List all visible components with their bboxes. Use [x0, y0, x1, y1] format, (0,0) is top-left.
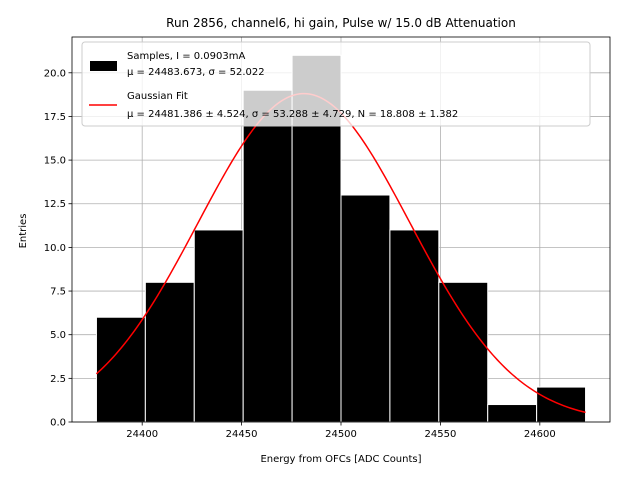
histogram-bar: [193, 229, 244, 423]
legend: Samples, I = 0.0903mA μ = 24483.673, σ =…: [81, 41, 591, 127]
x-tick-label: 24550: [425, 429, 457, 440]
y-tick-label: 17.5: [44, 112, 66, 123]
chart-title: Run 2856, channel6, hi gain, Pulse w/ 15…: [166, 16, 516, 30]
legend-fit-stats: μ = 24481.386 ± 4.524, σ = 53.288 ± 4.72…: [127, 109, 458, 120]
histogram-bar: [242, 89, 293, 423]
histogram-bars: [95, 54, 587, 423]
histogram-bar: [389, 229, 440, 423]
legend-samples-stats: μ = 24483.673, σ = 52.022: [127, 67, 265, 78]
x-axis-label: Energy from OFCs [ADC Counts]: [260, 454, 421, 465]
histogram-bar: [438, 281, 489, 423]
y-tick-label: 10.0: [44, 243, 66, 254]
y-axis-label: Entries: [18, 214, 29, 249]
y-tick-label: 5.0: [50, 330, 66, 341]
histogram-bar: [340, 194, 391, 423]
histogram-bar: [144, 281, 195, 423]
x-axis-ticks: 24400 24450 24500 24550 24600: [126, 422, 556, 440]
histogram-bar: [95, 316, 146, 423]
y-axis-ticks: 0.0 2.5 5.0 7.5 10.0 12.5 15.0 17.5 20.0: [44, 68, 72, 429]
x-tick-label: 24600: [524, 429, 556, 440]
legend-samples-swatch: [90, 61, 117, 71]
y-tick-label: 15.0: [44, 156, 66, 167]
x-tick-label: 24400: [126, 429, 158, 440]
y-tick-label: 7.5: [50, 287, 66, 298]
y-tick-label: 2.5: [50, 374, 66, 385]
x-tick-label: 24500: [325, 429, 357, 440]
y-tick-label: 0.0: [50, 418, 66, 429]
legend-fit-label: Gaussian Fit: [127, 91, 188, 102]
histogram-bar: [487, 404, 538, 423]
legend-box: [81, 41, 591, 127]
y-tick-label: 12.5: [44, 199, 66, 210]
legend-samples-label: Samples, I = 0.0903mA: [127, 51, 245, 62]
y-tick-label: 20.0: [44, 68, 66, 79]
x-tick-label: 24450: [226, 429, 258, 440]
